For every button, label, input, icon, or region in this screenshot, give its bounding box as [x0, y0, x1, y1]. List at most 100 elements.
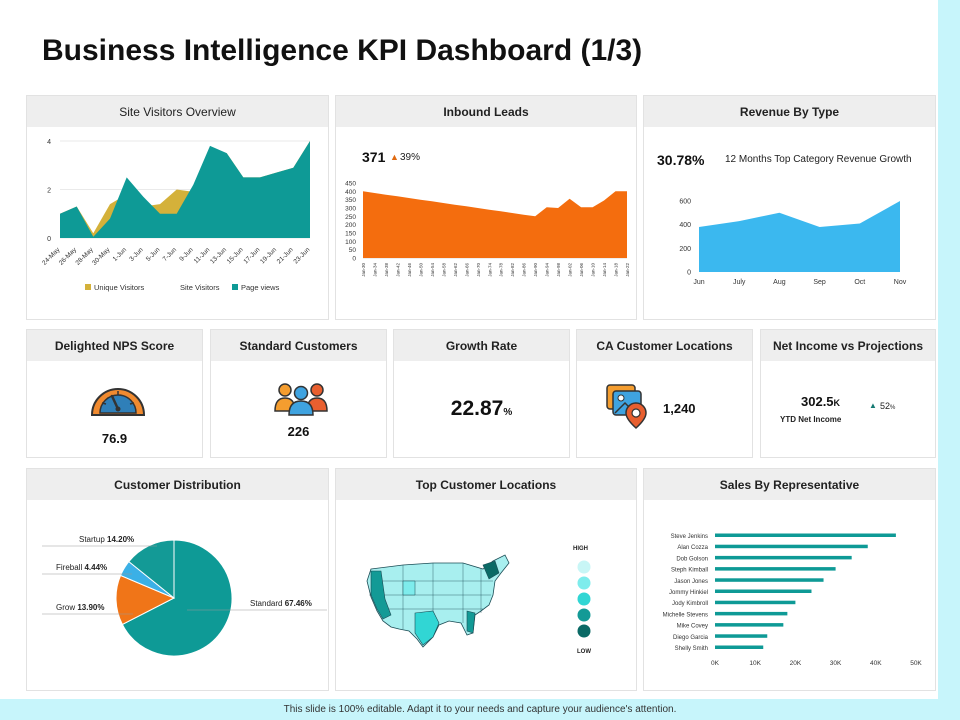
sv-y-tick: 2: [47, 188, 51, 195]
growth-rate-title: Growth Rate: [394, 330, 569, 361]
revenue-growth-caption: 12 Months Top Category Revenue Growth: [725, 154, 912, 165]
map-legend-swatch: [577, 576, 591, 590]
sr-category-label: Shelly Smith: [675, 646, 708, 652]
revenue-growth-value: 30.78%: [657, 152, 705, 168]
il-x-tick: Jan-94: [545, 263, 550, 277]
right-accent-strip: [938, 0, 960, 720]
net-income-label: YTD Net Income: [780, 415, 842, 424]
pie-label-fireball: Fireball 4.44%: [56, 563, 107, 572]
sv-x-tick: 11-Jun: [193, 246, 212, 265]
rv-y-tick: 200: [679, 246, 691, 253]
footer-text: This slide is 100% editable. Adapt it to…: [283, 704, 677, 715]
sales-by-rep-card: Sales By Representative Steve Jenkins Ala…: [643, 468, 936, 691]
customer-distribution-title: Customer Distribution: [27, 469, 328, 500]
sr-bar: [715, 645, 764, 649]
sr-bar: [715, 567, 836, 571]
nps-title: Delighted NPS Score: [27, 330, 202, 361]
rv-y-tick: 400: [679, 222, 691, 229]
sr-bar: [715, 578, 824, 582]
speedometer-icon: [90, 388, 146, 416]
pie-label-standard: Standard 67.46%: [250, 599, 312, 608]
sr-x-tick: 10K: [749, 660, 761, 667]
ca-locations-title: CA Customer Locations: [577, 330, 752, 361]
pie-label-grow: Grow 13.90%: [56, 603, 104, 612]
il-x-tick: Jan-62: [453, 263, 458, 277]
sr-category-label: Diego Garcia: [673, 635, 709, 641]
sr-category-label: Mike Covey: [677, 624, 708, 630]
il-x-tick: Jan-06: [579, 263, 584, 277]
standard-customers-card: Standard Customers 226: [210, 329, 387, 458]
nps-value: 76.9: [101, 431, 128, 446]
sv-x-tick: 1-Jun: [112, 246, 129, 263]
il-y-tick: 100: [345, 239, 356, 246]
sr-bar: [715, 533, 896, 537]
il-x-tick: Jan-50: [418, 263, 423, 277]
net-income-change-display: 52%: [880, 401, 895, 411]
ca-locations-card: CA Customer Locations 1,240: [576, 329, 753, 458]
il-y-tick: 400: [345, 189, 356, 196]
rv-y-tick: 0: [687, 270, 691, 277]
sr-bar: [715, 555, 852, 560]
growth-rate-unit: %: [503, 407, 513, 418]
sr-bar: [715, 623, 784, 627]
sr-x-tick: 30K: [830, 660, 842, 667]
il-x-tick: Jan-18: [614, 263, 619, 277]
il-x-tick: Jan-98: [556, 263, 561, 277]
usa-map: [366, 554, 510, 648]
sv-x-tick: 5-Jun: [145, 246, 162, 263]
sv-legend-label: Unique Visitors: [94, 283, 145, 292]
sr-category-label: Steph Kimball: [671, 568, 708, 574]
sv-x-tick: 21-Jun: [276, 246, 295, 265]
sv-series-page-views: [60, 141, 310, 238]
sr-x-tick: 40K: [870, 660, 882, 667]
sr-category-label: Michelle Stevens: [663, 612, 708, 618]
pie-label-startup: Startup 14.20%: [79, 535, 134, 544]
growth-rate-card: Growth Rate 22.87%: [393, 329, 570, 458]
sv-legend-swatch: [85, 284, 91, 290]
sr-category-label: Jody Kimbroll: [672, 601, 708, 607]
growth-rate-value: 22.87: [450, 397, 504, 420]
sr-x-tick: 0K: [711, 660, 720, 667]
il-x-tick: Jan-22: [625, 263, 630, 277]
il-x-tick: Jan-58: [441, 263, 446, 277]
sr-bar: [715, 611, 788, 616]
sv-legend-label: Page views: [241, 283, 280, 292]
net-income-display: 302.5K: [801, 394, 840, 409]
footer-bar: [0, 699, 960, 720]
il-y-tick: 300: [345, 206, 356, 213]
il-x-tick: Jan-54: [430, 263, 435, 277]
il-x-tick: Jan-74: [487, 263, 492, 277]
inbound-leads-up-icon: ▲: [390, 152, 399, 162]
sv-x-tick: 3-Jun: [128, 246, 145, 263]
rv-x-tick: July: [733, 279, 746, 286]
net-income-card: Net Income vs Projections 302.5K YTD Net…: [760, 329, 936, 458]
customer-distribution-card: Customer Distribution Standard 67.46% Gro…: [26, 468, 329, 691]
growth-rate-display: 22.87%: [394, 397, 569, 421]
il-x-tick: Jan-14: [602, 263, 607, 277]
il-x-tick: Jan-86: [522, 263, 527, 277]
map-legend-scale: [577, 560, 591, 638]
site-visitors-card: Site Visitors Overview 4 2 0 24-May 26-May 28…: [26, 95, 329, 320]
rv-x-tick: Aug: [773, 279, 786, 286]
revenue-by-type-title: Revenue By Type: [644, 96, 935, 127]
il-area-series: [363, 191, 627, 258]
sr-category-label: Jason Jones: [674, 579, 708, 585]
il-x-tick: Jan-34: [372, 263, 377, 277]
sv-x-tick: 19-Jun: [259, 246, 278, 265]
il-x-tick: Jan-02: [568, 263, 573, 277]
net-income-change: 52: [880, 401, 891, 411]
il-y-tick: 450: [345, 181, 356, 188]
sv-y-tick: 4: [47, 139, 51, 146]
sv-x-tick: 17-Jun: [242, 246, 261, 265]
il-x-tick: Jan-78: [499, 263, 504, 277]
sr-category-label: Jommy Hinkiel: [669, 590, 708, 596]
il-x-tick: Jan-10: [591, 263, 596, 277]
rv-x-tick: Nov: [894, 279, 907, 286]
map-legend-swatch: [577, 608, 591, 622]
pie-slice-standard: [121, 539, 233, 657]
il-y-tick: 200: [345, 222, 356, 229]
net-income-up-icon: ▲: [869, 401, 877, 410]
il-x-tick: Jan-90: [533, 263, 538, 277]
standard-customers-value: 226: [287, 424, 310, 439]
